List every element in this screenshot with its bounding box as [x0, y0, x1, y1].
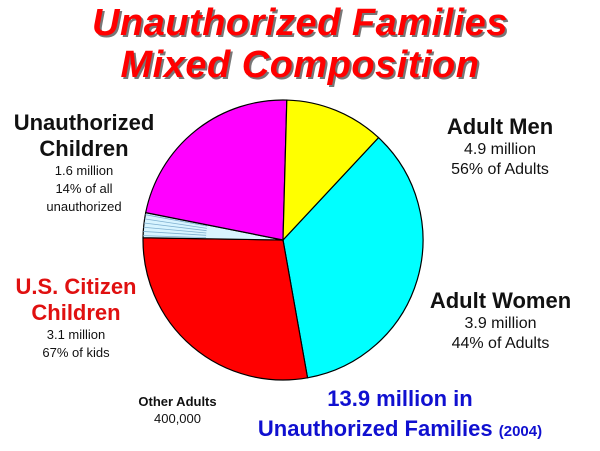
label-adult-men: Adult Men 4.9 million 56% of Adults	[410, 114, 590, 180]
label-adult-women-share: 44% of Adults	[451, 335, 550, 352]
label-adult-men-share: 56% of Adults	[451, 161, 549, 178]
pie-slice-adult-men	[282, 136, 424, 379]
label-unauthorized-children: Unauthorized Children 1.6 million 14% of…	[0, 110, 168, 216]
pie-slice-u-s-citizen-children	[144, 99, 288, 241]
total-note-line-2: Unauthorized Families	[257, 416, 493, 441]
pie-slice-hatch	[143, 235, 207, 239]
label-unauthorized-children-share-1: 14% of all	[55, 181, 113, 196]
pie-slice-hatch	[145, 214, 208, 227]
label-other-adults-head: Other Adults	[138, 394, 217, 409]
label-adult-women: Adult Women 3.9 million 44% of Adults	[408, 288, 593, 354]
total-note-year: (2004)	[498, 423, 543, 440]
chart-title-line-2: Mixed Composition	[120, 44, 480, 86]
label-unauthorized-children-value: 1.6 million	[54, 163, 114, 178]
label-adult-men-value: 4.9 million	[463, 141, 537, 158]
label-other-adults: Other Adults 400,000	[115, 393, 240, 428]
label-us-citizen-children-head-1: U.S. Citizen	[15, 274, 137, 299]
total-note: 13.9 million in Unauthorized Families (2…	[210, 384, 590, 447]
pie-slice-unauthorized-children	[282, 99, 380, 242]
pie-slice-hatch	[144, 218, 207, 229]
label-us-citizen-children-share: 67% of kids	[42, 345, 110, 360]
pie-slice-adult-women	[142, 237, 309, 381]
pie-slice-hatch	[143, 222, 207, 232]
label-other-adults-value: 400,000	[154, 411, 201, 426]
label-us-citizen-children-head-2: Children	[31, 300, 121, 325]
total-note-line-1: 13.9 million in	[327, 386, 473, 411]
total-note-line-2-wrap: Unauthorized Families (2004)	[210, 414, 590, 447]
pie-slice-hatch	[143, 231, 207, 236]
pie-slice-hatch	[143, 226, 207, 234]
label-unauthorized-children-head-2: Children	[39, 136, 129, 161]
label-us-citizen-children: U.S. Citizen Children 3.1 million 67% of…	[0, 274, 152, 362]
label-unauthorized-children-share-2: unauthorized	[46, 199, 122, 214]
label-adult-men-head: Adult Men	[446, 114, 554, 139]
chart-title-line-1: Unauthorized Families	[92, 2, 508, 44]
label-unauthorized-children-head-1: Unauthorized	[13, 110, 155, 135]
label-adult-women-value: 3.9 million	[464, 315, 537, 332]
label-us-citizen-children-value: 3.1 million	[46, 327, 106, 342]
label-adult-women-head: Adult Women	[429, 288, 572, 313]
